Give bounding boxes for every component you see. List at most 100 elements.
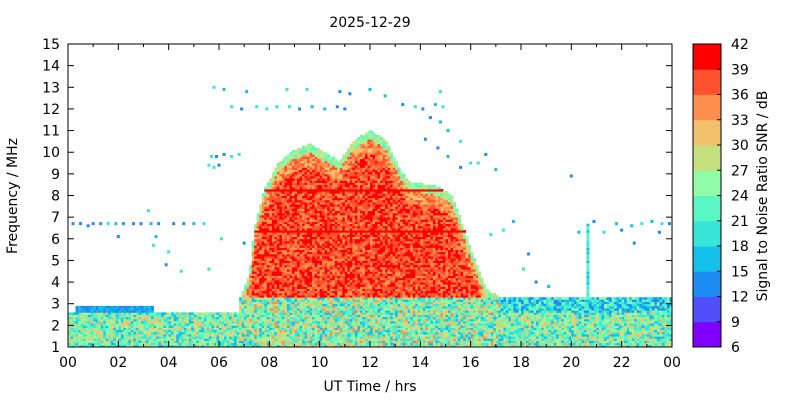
heatmap-cell [337, 221, 341, 225]
heatmap-cell [319, 316, 323, 320]
heatmap-cell [297, 171, 300, 175]
heatmap-cell [166, 334, 170, 337]
heatmap-cell [188, 338, 192, 341]
heatmap-cell [261, 225, 265, 229]
heatmap-cell [289, 292, 293, 296]
heatmap-cell [259, 325, 263, 328]
heatmap-cell [75, 342, 79, 346]
heatmap-cell [274, 297, 278, 300]
heatmap-cell [130, 310, 134, 313]
heatmap-cell [274, 184, 278, 188]
heatmap-cell [68, 340, 71, 344]
heatmap-cell [105, 344, 109, 348]
heatmap-cell [329, 227, 333, 231]
heatmap-cell [342, 156, 346, 160]
heatmap-cell [309, 217, 313, 220]
heatmap-cell [118, 325, 122, 328]
heatmap-cell [329, 334, 333, 337]
heatmap-cell [289, 197, 293, 201]
heatmap-cell [191, 321, 195, 324]
heatmap-cell [269, 342, 273, 346]
heatmap-cell [108, 338, 112, 341]
heatmap-cell [317, 197, 321, 201]
heatmap-cell [221, 342, 225, 346]
heatmap-cell [279, 308, 283, 311]
heatmap-cell [90, 327, 94, 331]
heatmap-cell [83, 310, 87, 313]
heatmap-cell [276, 189, 280, 192]
heatmap-cell [337, 240, 341, 244]
heatmap-cell [322, 327, 326, 331]
heatmap-cell [143, 310, 147, 313]
heatmap-cell [302, 145, 305, 149]
heatmap-cell [291, 221, 295, 225]
heatmap-cell [334, 243, 338, 246]
heatmap-cell [309, 234, 313, 238]
heatmap-cell [327, 251, 331, 255]
heatmap-cell [173, 323, 177, 326]
heatmap-cell [352, 147, 356, 151]
heatmap-cell [349, 312, 353, 315]
heatmap-cell [80, 331, 84, 335]
heatmap-cell [342, 178, 346, 181]
heatmap-cell [284, 266, 288, 270]
heatmap-cell [90, 338, 94, 341]
heatmap-cell [128, 321, 132, 324]
heatmap-cell [309, 214, 313, 218]
heatmap-cell [103, 342, 107, 346]
heatmap-cell [302, 230, 305, 233]
heatmap-cell [178, 336, 182, 339]
heatmap-cell [319, 303, 323, 307]
heatmap-cell [352, 247, 356, 250]
heatmap-cell [115, 329, 119, 333]
heatmap-cell [349, 256, 353, 259]
heatmap-cell [188, 316, 192, 320]
heatmap-cell [266, 217, 270, 220]
heatmap-cell [186, 331, 190, 335]
heatmap-cell [276, 195, 280, 199]
heatmap-cell [146, 329, 149, 333]
heatmap-cell [354, 314, 358, 318]
heatmap-cell [319, 321, 323, 324]
heatmap-cell [322, 279, 326, 283]
heatmap-cell [337, 210, 341, 214]
heatmap-cell [193, 316, 197, 320]
heatmap-cell [213, 336, 217, 339]
heatmap-cell [302, 210, 305, 214]
heatmap-cell [324, 232, 328, 235]
heatmap-cell [244, 344, 248, 348]
heatmap-cell [279, 310, 283, 313]
heatmap-cell [206, 344, 210, 348]
heatmap-cell [168, 331, 172, 335]
heatmap-cell [146, 310, 149, 313]
heatmap-cell [324, 247, 328, 250]
heatmap-cell [251, 279, 255, 283]
heatmap-cell [279, 184, 283, 188]
heatmap-cell [239, 336, 243, 339]
heatmap-cell [291, 160, 295, 164]
heatmap-cell [322, 251, 326, 255]
heatmap-cell [339, 189, 343, 192]
heatmap-cell [347, 169, 351, 173]
heatmap-cell [357, 295, 361, 298]
heatmap-cell [211, 318, 215, 322]
heatmap-cell [140, 323, 144, 326]
heatmap-cell [90, 342, 94, 346]
heatmap-cell [339, 223, 343, 227]
heatmap-cell [261, 344, 265, 348]
heatmap-cell [171, 334, 175, 337]
heatmap-cell [284, 288, 288, 292]
heatmap-cell [113, 344, 117, 348]
heatmap-cell [312, 327, 316, 331]
heatmap-cell [130, 331, 134, 335]
heatmap-cell [264, 303, 268, 307]
heatmap-cell [264, 314, 268, 318]
heatmap-cell [302, 195, 305, 199]
heatmap-cell [274, 182, 278, 186]
heatmap-cell [221, 314, 225, 318]
heatmap-cell [276, 236, 280, 240]
heatmap-cell [259, 223, 263, 227]
heatmap-cell [307, 292, 310, 296]
heatmap-cell [254, 271, 258, 274]
heatmap-cell [130, 338, 134, 341]
